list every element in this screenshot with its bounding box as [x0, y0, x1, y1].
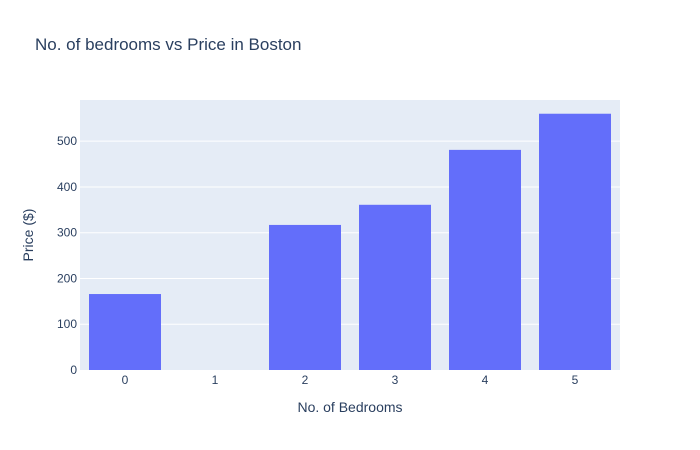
y-tick-label: 300: [57, 226, 77, 240]
bars: [89, 113, 611, 370]
y-axis-ticks: 0 100 200 300 400 500: [57, 134, 77, 377]
x-tick-label: 4: [482, 373, 489, 387]
y-tick-label: 200: [57, 271, 77, 285]
y-axis-title: Price ($): [20, 209, 36, 262]
bar-0[interactable]: [89, 294, 161, 370]
y-tick-label: 0: [70, 363, 77, 377]
y-tick-label: 100: [57, 317, 77, 331]
x-tick-label: 5: [572, 373, 579, 387]
y-tick-label: 500: [57, 134, 77, 148]
bar-4[interactable]: [449, 149, 521, 370]
y-tick-label: 400: [57, 180, 77, 194]
x-tick-label: 2: [302, 373, 309, 387]
bar-2[interactable]: [269, 224, 341, 370]
bar-5[interactable]: [539, 113, 611, 370]
x-tick-label: 1: [212, 373, 219, 387]
x-tick-label: 3: [392, 373, 399, 387]
plot-area: [80, 100, 620, 370]
x-tick-label: 0: [122, 373, 129, 387]
chart-title: No. of bedrooms vs Price in Boston: [35, 35, 301, 54]
x-axis-ticks: 0 1 2 3 4 5: [122, 373, 579, 387]
bar-3[interactable]: [359, 204, 431, 370]
gridlines: [80, 140, 620, 325]
x-axis-title: No. of Bedrooms: [297, 399, 402, 415]
